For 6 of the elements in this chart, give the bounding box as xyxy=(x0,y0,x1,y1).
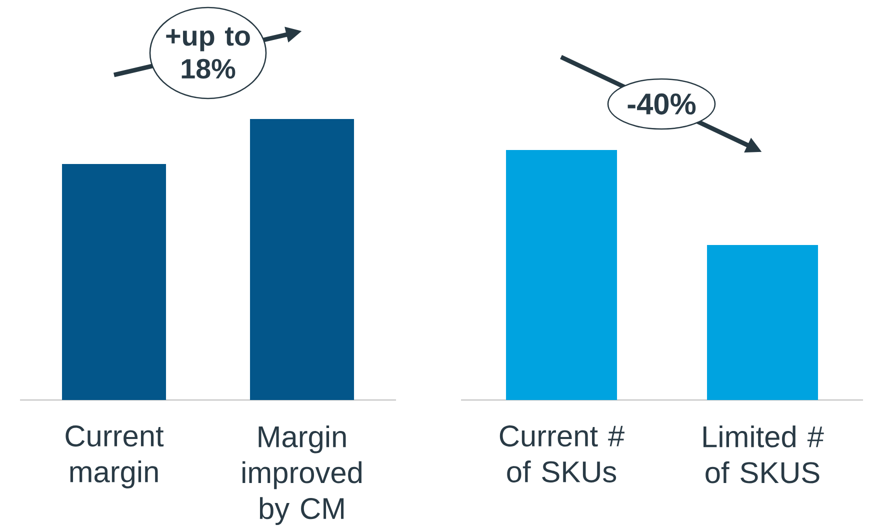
text: -40% xyxy=(628,93,696,115)
x-tick-label: Current # of SKUs xyxy=(500,425,624,482)
text: +up to 18% xyxy=(166,27,250,79)
x-tick-label: Limited # of SKUS xyxy=(703,425,824,484)
x-tick-label: Margin improved by CM xyxy=(242,425,362,526)
x-tick-label: Current margin xyxy=(66,425,164,488)
